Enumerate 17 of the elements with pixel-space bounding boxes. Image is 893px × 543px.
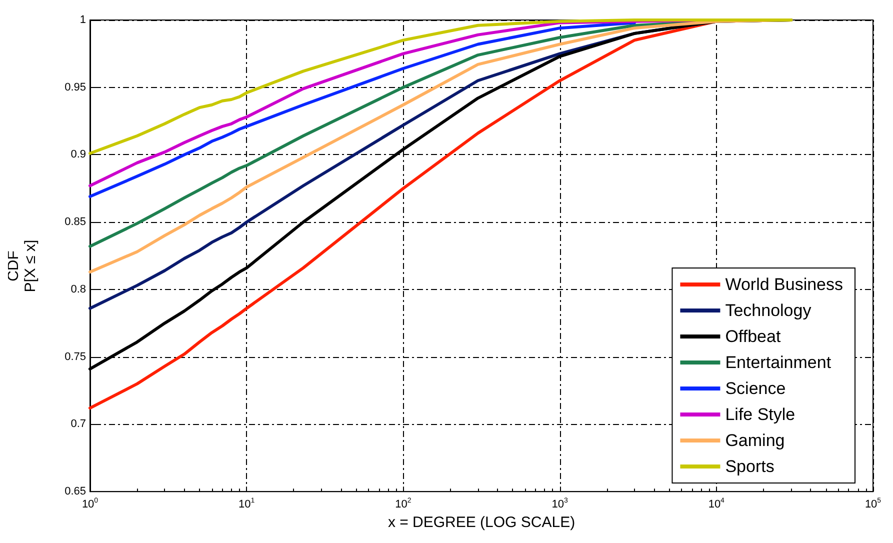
legend-label: World Business <box>725 275 844 294</box>
legend-label: Entertainment <box>725 353 832 372</box>
legend-label: Gaming <box>725 431 785 450</box>
y-tick-label: 0.75 <box>64 350 86 363</box>
x-axis-title: x = DEGREE (LOG SCALE) <box>388 514 576 531</box>
y-tick-label: 0.85 <box>64 216 86 228</box>
legend-label: Sports <box>725 457 774 476</box>
legend-label: Offbeat <box>725 327 781 346</box>
y-tick-label: 0.9 <box>70 148 86 161</box>
y-tick-label: 0.65 <box>64 486 86 498</box>
legend-label: Technology <box>725 301 812 320</box>
legend-label: Science <box>725 379 786 398</box>
y-tick-label: 0.7 <box>70 418 86 430</box>
y-tick-label: 0.95 <box>64 81 86 94</box>
y-tick-label: 0.8 <box>70 283 86 296</box>
y-tick-label: 1 <box>80 14 86 26</box>
legend-label: Life Style <box>725 405 796 424</box>
